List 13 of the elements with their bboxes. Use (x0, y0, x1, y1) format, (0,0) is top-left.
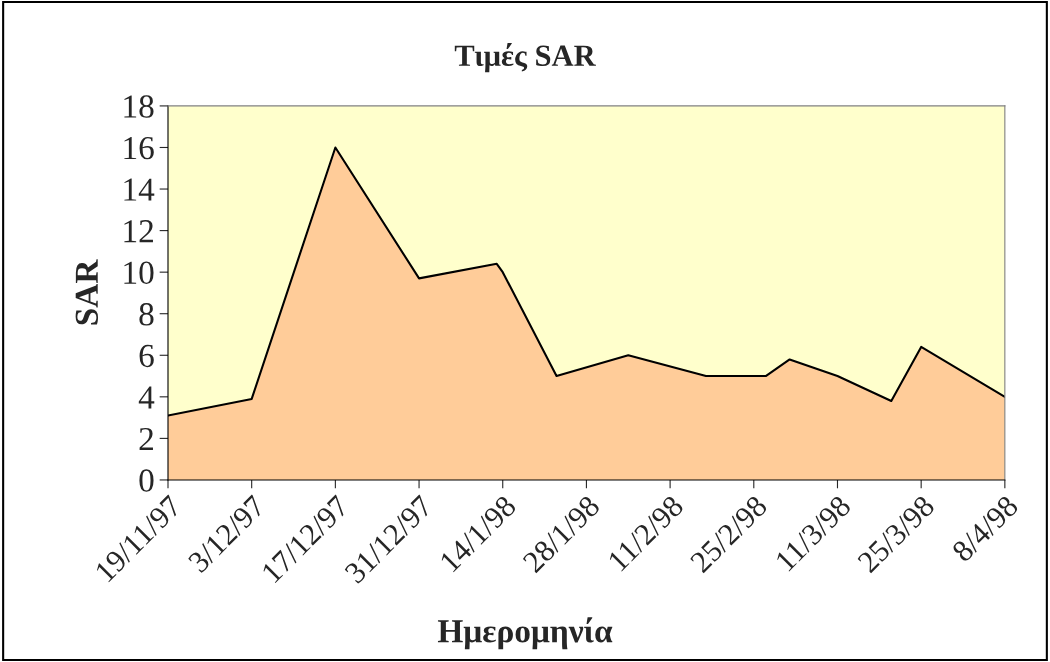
y-tick-label: 4 (138, 386, 155, 409)
y-tick-label: 6 (139, 344, 154, 368)
x-axis-title: Ημερομηνία (437, 617, 613, 650)
y-tick-label: 8 (139, 303, 154, 326)
y-tick-label: 2 (139, 427, 153, 450)
y-tick-label: 10 (124, 261, 154, 285)
y-tick-label: 0 (139, 469, 154, 492)
y-tick-label: 12 (124, 220, 153, 243)
y-tick-label: 16 (124, 136, 154, 160)
chart-title: Τιμές SAR (454, 43, 596, 73)
y-tick-label: 18 (124, 95, 154, 118)
y-tick-label: 14 (124, 178, 155, 201)
y-axis-title: SAR (75, 259, 99, 325)
